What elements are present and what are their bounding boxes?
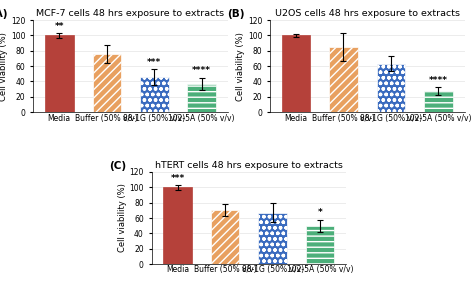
Bar [45, 35, 73, 112]
Text: ***: *** [147, 58, 161, 67]
Text: (B): (B) [227, 9, 245, 19]
Y-axis label: Cell viability (%): Cell viability (%) [118, 184, 127, 253]
Bar [306, 226, 334, 264]
Y-axis label: Cell viability (%): Cell viability (%) [236, 32, 245, 100]
Title: U2OS cells 48 hrs exposure to extracts: U2OS cells 48 hrs exposure to extracts [274, 9, 460, 18]
Bar [140, 77, 168, 112]
Y-axis label: Cell viability (%): Cell viability (%) [0, 32, 8, 100]
Title: hTERT cells 48 hrs exposure to extracts: hTERT cells 48 hrs exposure to extracts [155, 161, 343, 170]
Bar [188, 84, 216, 112]
Text: **: ** [55, 22, 64, 31]
Bar [282, 35, 310, 112]
Bar [424, 91, 453, 112]
Bar [329, 47, 358, 112]
Text: (C): (C) [109, 161, 126, 171]
Text: (A): (A) [0, 9, 8, 19]
Text: ****: **** [429, 75, 448, 85]
Text: ****: **** [192, 66, 211, 75]
Text: *: * [318, 208, 322, 217]
Bar [164, 187, 192, 264]
Bar [92, 54, 121, 112]
Bar [377, 64, 405, 112]
Title: MCF-7 cells 48 hrs exposure to extracts: MCF-7 cells 48 hrs exposure to extracts [36, 9, 225, 18]
Bar [211, 210, 239, 264]
Text: ***: *** [171, 174, 185, 183]
Bar [258, 213, 287, 264]
